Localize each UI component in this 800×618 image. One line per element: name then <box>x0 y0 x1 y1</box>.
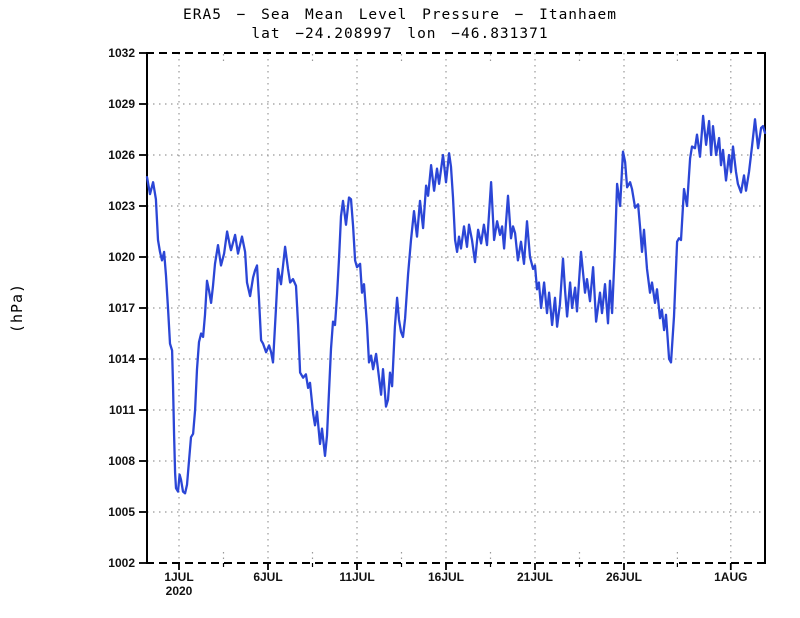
y-tick-label: 1032 <box>108 46 135 60</box>
x-tick-label: 1AUG <box>714 570 747 584</box>
y-tick-label: 1020 <box>108 250 135 264</box>
y-tick-label: 1026 <box>108 148 135 162</box>
x-tick-sublabel: 2020 <box>166 584 193 598</box>
x-tick-label: 6JUL <box>253 570 282 584</box>
y-tick-label: 1005 <box>108 505 135 519</box>
x-tick-label: 11JUL <box>339 570 374 584</box>
y-tick-label: 1014 <box>108 352 135 366</box>
y-tick-label: 1029 <box>108 97 135 111</box>
y-tick-label: 1023 <box>108 199 135 213</box>
chart-subtitle: lat −24.208997 lon −46.831371 <box>251 26 549 42</box>
pressure-series-line <box>145 114 767 495</box>
x-tick-label: 21JUL <box>517 570 553 584</box>
chart-title: ERA5 − Sea Mean Level Pressure − Itanhae… <box>183 7 617 23</box>
y-tick-label: 1017 <box>108 301 135 315</box>
x-tick-label: 1JUL <box>164 570 193 584</box>
x-tick-label: 26JUL <box>606 570 642 584</box>
y-tick-label: 1008 <box>108 454 135 468</box>
y-tick-label: 1011 <box>109 403 135 417</box>
y-tick-label: 1002 <box>108 556 135 570</box>
x-tick-label: 16JUL <box>428 570 464 584</box>
